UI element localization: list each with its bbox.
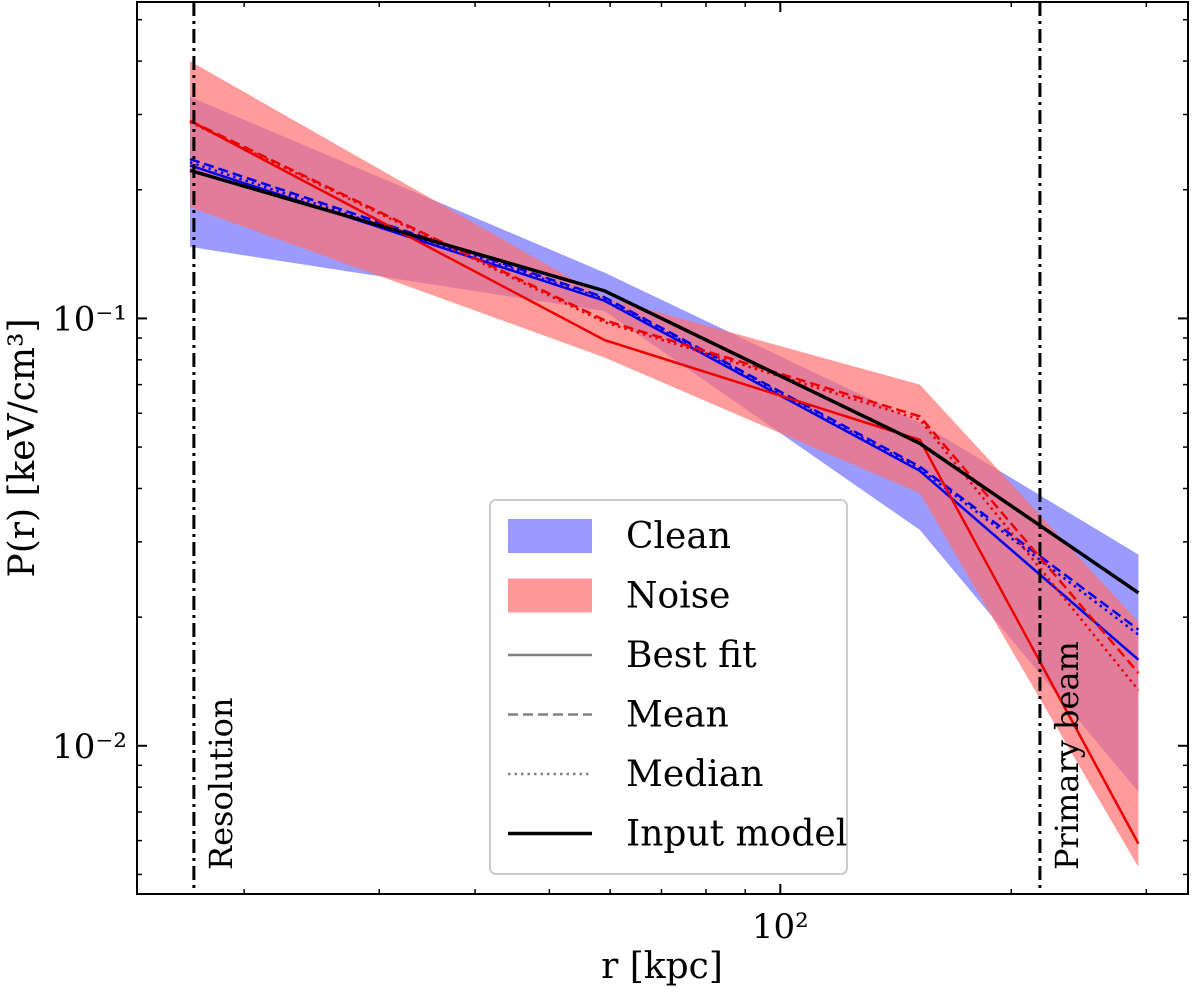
legend-label-clean: Clean	[626, 516, 731, 557]
line-noise-median	[189, 120, 1140, 691]
legend-label-best-fit: Best fit	[626, 635, 757, 676]
legend-label-input-model: Input model	[626, 814, 847, 855]
line-clean-median	[189, 161, 1140, 636]
y-tick-label: 10⁻¹	[52, 299, 127, 339]
x-axis-label: r [kpc]	[601, 946, 723, 987]
profile-lines	[189, 119, 1140, 845]
line-clean-mean	[189, 157, 1140, 631]
uncertainty-bands	[189, 61, 1139, 868]
legend: Clean Noise Best fit Mean Median Input model	[489, 499, 848, 875]
legend-label-median: Median	[626, 754, 763, 795]
y-tick-label: 10⁻²	[52, 727, 127, 767]
plot-frame	[136, 1, 1189, 895]
legend-swatch-clean	[508, 519, 592, 553]
x-tick-label: 10²	[752, 907, 809, 947]
vline-label-resolution: Resolution	[202, 697, 240, 870]
line-clean-best-fit	[189, 164, 1140, 661]
legend-label-mean: Mean	[626, 695, 729, 736]
band-noise	[189, 61, 1139, 868]
y-axis-label: P(r) [keV/cm³]	[2, 318, 43, 577]
legend-label-noise: Noise	[626, 576, 730, 617]
vline-label-primary-beam: Primary beam	[1048, 641, 1086, 870]
line-input-model	[189, 168, 1140, 595]
reference-lines: Resolution Primary beam	[192, 2, 1086, 894]
legend-swatch-noise	[508, 578, 592, 613]
